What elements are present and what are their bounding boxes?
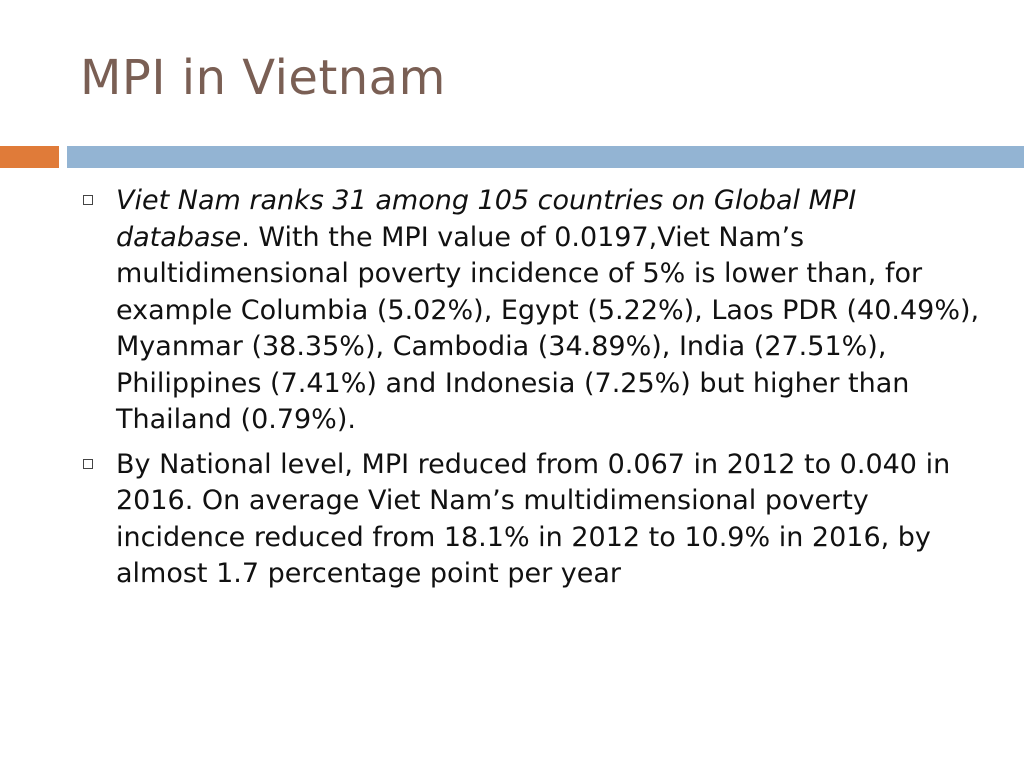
slide-title: MPI in Vietnam: [80, 50, 446, 106]
bullet-item-national-level: By National level, MPI reduced from 0.06…: [80, 447, 980, 593]
square-bullet-icon: [83, 458, 93, 469]
bullet-text: By National level, MPI reduced from 0.06…: [116, 448, 951, 590]
bullet-list: Viet Nam ranks 31 among 105 countries on…: [80, 183, 980, 601]
bullet-italic-text: Viet Nam ranks 31 among 105 countries on…: [116, 185, 857, 253]
square-bullet-icon: [83, 195, 93, 205]
title-accent-bar: [0, 146, 59, 168]
title-divider-bar: [67, 146, 1024, 168]
bullet-text: . With the MPI value of 0.0197,Viet Nam’…: [116, 221, 980, 436]
bullet-item-global-rank: Viet Nam ranks 31 among 105 countries on…: [80, 183, 980, 439]
